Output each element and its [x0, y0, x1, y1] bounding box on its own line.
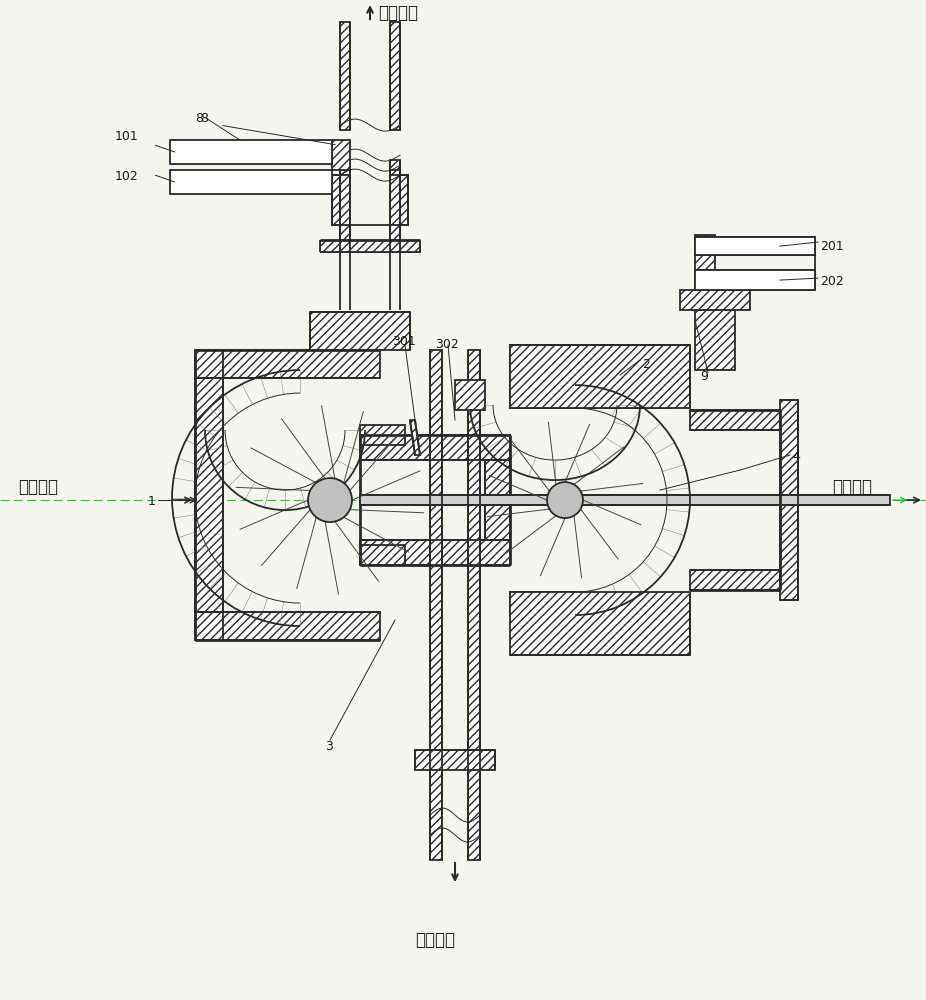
Text: 8: 8 [200, 112, 208, 125]
Text: 202: 202 [820, 275, 844, 288]
Bar [170, 170, 332, 194]
Bar [510, 385, 575, 408]
Bar [320, 240, 420, 252]
Text: 3: 3 [325, 740, 332, 753]
Bar [195, 350, 380, 378]
Bar [695, 237, 815, 255]
Bar [695, 235, 715, 290]
Bar [360, 540, 510, 565]
Bar [390, 175, 408, 225]
Text: 空气进口: 空气进口 [19, 478, 58, 496]
Bar [415, 750, 495, 770]
Text: 废气进口: 废气进口 [415, 931, 455, 949]
Bar [360, 425, 405, 445]
Text: 301: 301 [392, 335, 416, 348]
Text: 201: 201 [820, 240, 844, 253]
Bar [468, 350, 480, 860]
Bar [360, 435, 510, 460]
Text: 102: 102 [115, 170, 139, 183]
Bar [695, 270, 815, 290]
Bar [195, 612, 380, 640]
Bar [680, 290, 750, 310]
Bar [690, 570, 780, 590]
Text: 9: 9 [700, 370, 707, 383]
Bar [340, 170, 350, 240]
Polygon shape [410, 420, 420, 455]
Bar [690, 410, 780, 430]
Bar [510, 345, 690, 408]
Bar [340, 160, 350, 240]
Bar [390, 22, 400, 130]
Circle shape [547, 482, 583, 518]
Bar [390, 160, 400, 240]
Bar [332, 175, 350, 225]
Bar [390, 170, 400, 240]
Circle shape [308, 478, 352, 522]
Text: 101: 101 [115, 130, 139, 143]
Bar [510, 345, 670, 408]
Bar [455, 380, 485, 410]
Bar [340, 22, 350, 130]
Text: 1: 1 [148, 495, 156, 508]
Bar [332, 140, 350, 170]
Text: 4: 4 [792, 450, 800, 463]
Bar [485, 460, 510, 540]
Bar [780, 400, 798, 600]
Text: 302: 302 [435, 338, 458, 351]
Bar [695, 310, 735, 370]
Text: 废气出口: 废气出口 [832, 478, 872, 496]
Bar [430, 350, 442, 860]
Text: 2: 2 [642, 358, 650, 371]
Bar [310, 312, 410, 350]
Text: 8: 8 [195, 112, 203, 125]
Bar [510, 592, 690, 655]
Bar [195, 378, 223, 612]
Text: 空气出口: 空气出口 [378, 4, 418, 22]
Bar [510, 592, 575, 615]
Bar [360, 495, 890, 505]
Bar [170, 140, 332, 164]
Bar [360, 545, 405, 565]
